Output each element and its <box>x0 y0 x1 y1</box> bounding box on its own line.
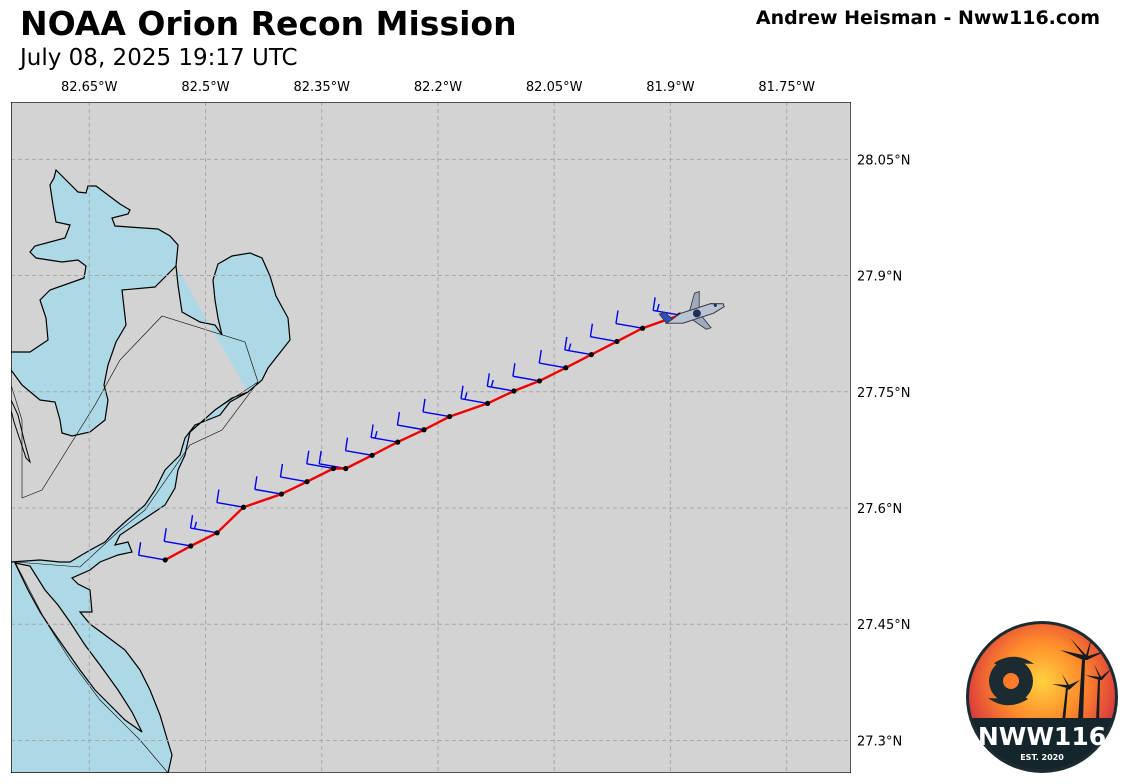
observation-point <box>536 378 543 384</box>
latitude-label: 27.6°N <box>857 502 902 517</box>
wind-barb <box>279 463 308 483</box>
wind-barb <box>306 450 334 470</box>
longitude-label: 82.35°W <box>293 80 350 95</box>
observation-point <box>614 338 620 345</box>
longitude-tick-labels: 82.65°W 82.5°W 82.35°W 82.2°W 82.05°W 81.9°W 8… <box>61 80 815 95</box>
map-panel <box>11 102 851 773</box>
author-credit: Andrew Heisman - Nww116.com <box>755 7 1100 29</box>
nww116-logo: NWW116 EST. 2020 <box>966 621 1118 773</box>
observation-point <box>446 413 453 420</box>
wind-barb <box>344 437 373 457</box>
wind-barb <box>538 349 566 369</box>
wind-barb <box>564 336 592 356</box>
latitude-label: 27.3°N <box>857 734 902 749</box>
wind-barb <box>486 373 515 392</box>
logo-wordmark: NWW116 <box>978 722 1106 751</box>
wind-barb <box>512 363 540 382</box>
observation-point <box>511 388 517 394</box>
observation-point <box>563 365 569 371</box>
wind-barb <box>216 489 244 508</box>
wind-barb <box>396 411 425 431</box>
observation-point <box>421 427 427 433</box>
barrier-island <box>11 399 31 464</box>
observation-point <box>162 557 168 563</box>
longitude-label: 82.2°W <box>414 80 462 95</box>
observation-point <box>214 530 220 536</box>
latitude-label: 27.45°N <box>857 618 910 633</box>
graticule <box>11 102 851 773</box>
observation-point <box>639 325 646 331</box>
wind-barb <box>589 323 618 343</box>
longitude-label: 82.05°W <box>526 80 583 95</box>
map-timestamp: July 08, 2025 19:17 UTC <box>20 45 298 71</box>
observation-point <box>304 479 310 485</box>
observation-point <box>369 452 375 458</box>
county-boundaries <box>11 315 259 773</box>
wind-barb <box>460 385 488 405</box>
observation-points <box>162 312 683 563</box>
latitude-label: 28.05°N <box>857 153 910 168</box>
wind-barb <box>370 424 398 443</box>
coastal-land-strip <box>13 562 143 733</box>
land-background <box>11 102 851 773</box>
wind-barb <box>137 542 166 561</box>
observation-point <box>278 491 285 497</box>
observation-point <box>395 439 401 445</box>
map-title: NOAA Orion Recon Mission <box>20 4 517 43</box>
aircraft-icon <box>658 291 725 330</box>
hurricane-icon <box>988 656 1034 706</box>
wind-barb <box>615 310 643 329</box>
longitude-label: 82.65°W <box>61 80 118 95</box>
observation-point <box>343 465 349 472</box>
observation-point <box>484 400 491 407</box>
wind-barb <box>254 476 282 495</box>
observation-point <box>240 504 247 510</box>
latitude-label: 27.9°N <box>857 270 902 285</box>
latitude-label: 27.75°N <box>857 386 910 401</box>
longitude-label: 82.5°W <box>181 80 229 95</box>
observation-point <box>330 465 336 472</box>
palm-trees <box>1052 636 1112 722</box>
wind-barbs <box>137 297 680 561</box>
flight-track <box>164 313 681 561</box>
observation-point <box>188 543 194 549</box>
latitude-tick-labels: 28.05°N 27.9°N 27.75°N 27.6°N 27.45°N 27.3°N <box>857 153 910 749</box>
wind-barb <box>163 528 191 547</box>
observation-point <box>588 351 595 358</box>
wind-barb <box>189 515 218 534</box>
wind-barb <box>652 297 680 316</box>
longitude-label: 81.75°W <box>758 80 815 95</box>
wind-barb <box>422 398 450 418</box>
tampa-bay-water <box>11 102 179 437</box>
logo-established: EST. 2020 <box>1020 753 1064 762</box>
longitude-label: 81.9°W <box>646 80 694 95</box>
